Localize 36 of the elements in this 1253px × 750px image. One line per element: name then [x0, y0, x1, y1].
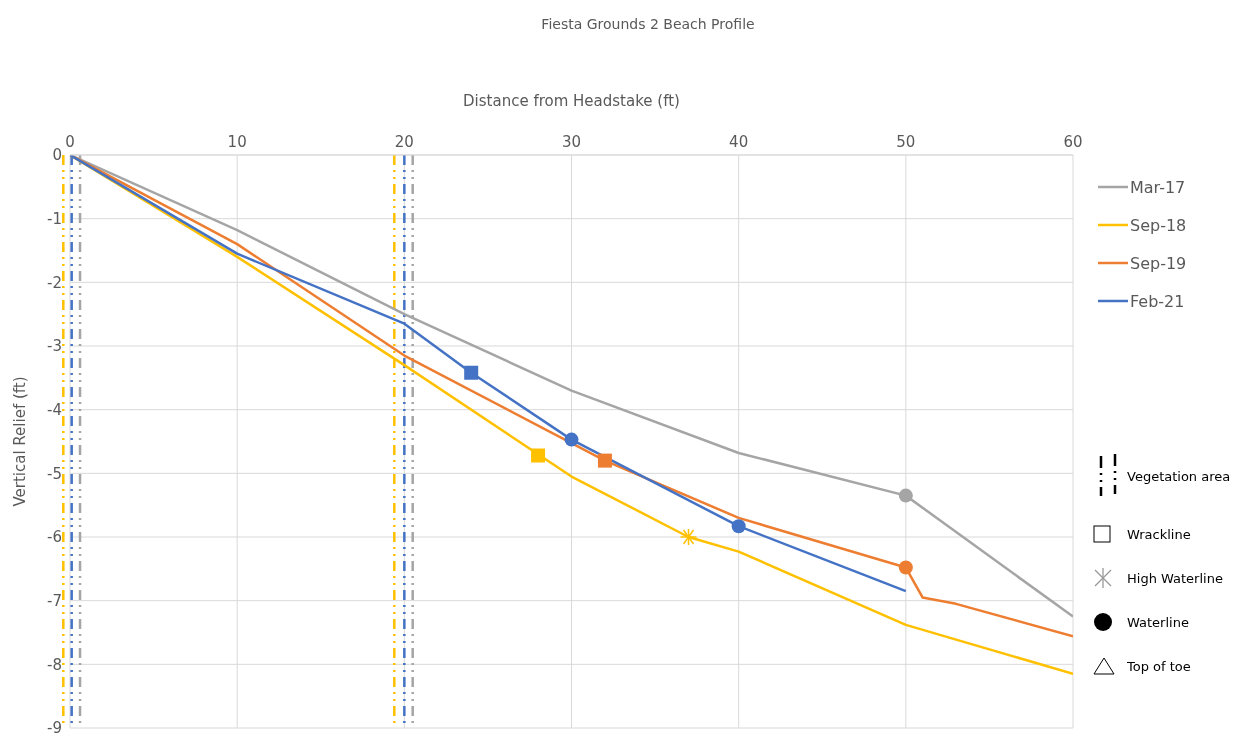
- legend-label: Mar-17: [1130, 177, 1186, 197]
- text: Top of toe: [1127, 658, 1191, 674]
- y-tick-label: -2: [47, 273, 62, 292]
- x-tick-label: 50: [896, 133, 916, 151]
- point: [597, 453, 612, 468]
- point: [564, 432, 579, 447]
- y-tick-label: -9: [47, 719, 62, 738]
- point: [464, 365, 479, 380]
- text: Waterline: [1127, 614, 1189, 630]
- y-tick-label: -4: [47, 400, 62, 419]
- text: Vegetation area: [1127, 468, 1231, 484]
- x-tick-label: 20: [394, 133, 414, 151]
- point: [898, 488, 913, 503]
- text: Wrackline: [1127, 526, 1191, 542]
- y-tick-label: -3: [47, 337, 62, 356]
- y-tick-label: -1: [47, 209, 62, 228]
- y-tick-label: -8: [47, 655, 62, 674]
- y-tick-label: -7: [47, 591, 62, 610]
- x-tick-label: 10: [227, 133, 247, 151]
- legend-label: Sep-18: [1130, 215, 1187, 235]
- legend-label: Feb-21: [1130, 291, 1185, 311]
- point: [731, 519, 746, 534]
- y-axis-title: Vertical Relief (ft): [11, 376, 30, 507]
- y-tick-label: 0: [52, 146, 62, 165]
- text: High Waterline: [1127, 570, 1223, 586]
- point: [898, 560, 913, 575]
- y-tick-label: -5: [47, 464, 62, 483]
- x-tick-label: 30: [561, 133, 582, 151]
- x-tick-label: 40: [729, 133, 749, 151]
- x-axis-title: Distance from Headstake (ft): [463, 91, 680, 110]
- y-tick-label: -6: [47, 528, 62, 547]
- x-tick-label: 0: [65, 133, 75, 151]
- legend-label: Sep-19: [1130, 253, 1187, 273]
- x-tick-label: 60: [1063, 133, 1083, 151]
- chart-title: Fiesta Grounds 2 Beach Profile: [540, 16, 756, 32]
- point: [531, 448, 546, 463]
